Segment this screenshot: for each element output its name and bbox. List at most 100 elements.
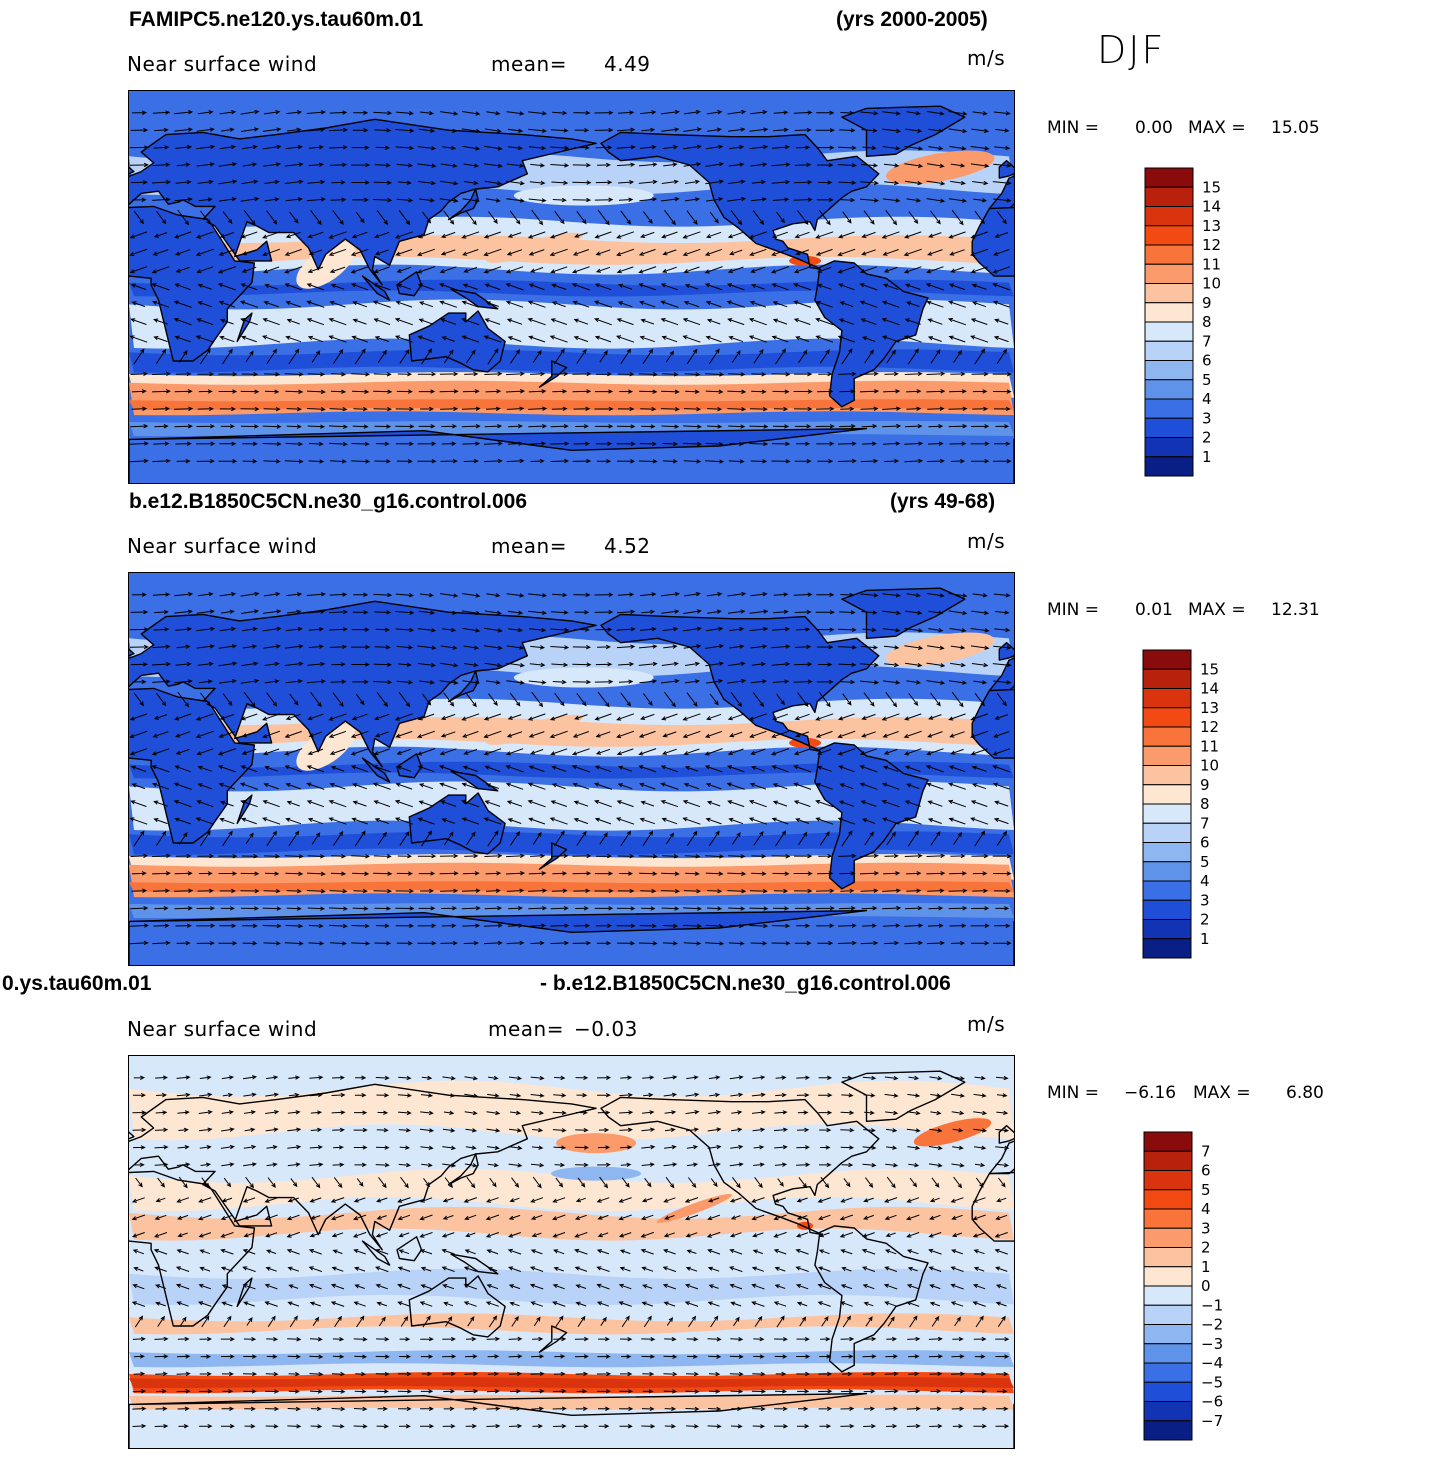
panel-2-colorbar-box [1142, 803, 1192, 824]
panel-1-wind-arrow [261, 231, 281, 239]
panel-1-wind-arrow [462, 198, 480, 203]
panel-2-wind-arrow [176, 644, 191, 649]
panel-1-wind-arrow [177, 209, 190, 226]
panel-3-wind-arrow [688, 1177, 697, 1189]
panel-3-wind-arrow [486, 1249, 499, 1255]
panel-2-wind-arrow [439, 680, 459, 685]
panel-3-wind-arrow [532, 1423, 543, 1429]
panel-2-wind-arrow [953, 831, 963, 845]
panel-3-wind-arrow [884, 1197, 898, 1203]
panel-3-wind-arrow [288, 1284, 299, 1289]
panel-2-wind-arrow [749, 626, 769, 632]
panel-3-wind-arrow [861, 1266, 876, 1272]
panel-3-wind-arrow [664, 1127, 676, 1133]
panel-3-wind-arrow [509, 1110, 522, 1115]
panel-2-colorbar-label: 5 [1200, 853, 1210, 871]
panel-2-wind-arrow [972, 871, 988, 876]
panel-1-wind-arrow [462, 441, 481, 446]
panel-2-wind-arrow [704, 730, 723, 738]
panel-1-wind-arrow [882, 249, 899, 256]
panel-2-wind-arrow [771, 817, 789, 825]
panel-3-wind-arrow [509, 1197, 520, 1203]
panel-1-wind-arrow [245, 350, 254, 363]
panel-1-wind-arrow [839, 389, 856, 394]
panel-2-wind-arrow [308, 941, 325, 946]
panel-1-wind-arrow [771, 162, 791, 167]
panel-2-wind-arrow [285, 817, 302, 825]
panel-3-wind-arrow [375, 1266, 389, 1273]
panel-3-wind-arrow [730, 1337, 744, 1342]
panel-1-max-value: 15.05 [1271, 118, 1320, 138]
panel-1-wind-arrow [262, 335, 281, 343]
panel-3-wind-arrow [751, 1197, 765, 1203]
panel-3-wind-arrow [331, 1389, 346, 1394]
panel-1-wind-arrow [311, 350, 321, 363]
panel-3-wind-arrow [198, 1127, 213, 1132]
panel-2-wind-arrow [487, 830, 499, 847]
panel-1-wind-arrow [550, 458, 570, 464]
panel-2-wind-arrow [616, 923, 636, 929]
panel-1-wind-arrow [441, 336, 455, 342]
panel-2-wind-arrow [507, 610, 524, 615]
panel-2-wind-arrow [266, 830, 277, 847]
panel-1-wind-arrow [860, 198, 880, 203]
panel-2-wind-arrow [417, 748, 436, 756]
panel-3-wind-arrow [751, 1406, 766, 1412]
panel-2-wind-arrow [329, 644, 348, 650]
panel-2-wind-arrow [530, 853, 546, 859]
panel-3-subtracted-case: - b.e12.B1850C5CN.ne30_g16.control.006 [540, 972, 951, 995]
panel-1-wind-arrow [595, 441, 613, 446]
panel-1-wind-arrow [749, 144, 769, 150]
panel-1-wind-arrow [262, 127, 282, 132]
panel-1-wind-arrow [727, 407, 747, 412]
panel-1-wind-arrow [440, 231, 456, 238]
panel-3-wind-arrow [973, 1145, 987, 1150]
panel-2-wind-arrow [972, 783, 987, 790]
panel-1-wind-arrow [531, 209, 544, 226]
panel-3-wind-arrow [994, 1232, 1008, 1238]
panel-1-wind-arrow [551, 406, 568, 412]
panel-1-australia-outline [408, 310, 506, 373]
panel-2-wind-arrow [440, 888, 459, 894]
panel-1-wind-arrow [593, 300, 613, 308]
panel-1-wind-arrow [131, 389, 147, 394]
panel-1-wind-arrow [196, 441, 216, 446]
panel-2-case-name: b.e12.B1850C5CN.ne30_g16.control.006 [129, 490, 528, 513]
panel-3-wind-arrow [377, 1110, 389, 1115]
panel-3-wind-arrow [620, 1145, 633, 1150]
panel-1-wind-arrow [441, 441, 457, 446]
panel-3-wind-arrow [465, 1232, 476, 1238]
panel-3-wind-arrow [818, 1406, 833, 1411]
panel-3-wind-arrow [330, 1197, 345, 1203]
panel-1-wind-arrow [903, 335, 922, 343]
panel-3-wind-arrow [332, 1354, 345, 1359]
panel-2-colorbar-box [1142, 784, 1192, 805]
panel-2-wind-arrow [728, 854, 746, 859]
panel-1-wind-arrow [395, 441, 415, 447]
panel-1-wind-arrow [174, 231, 192, 239]
panel-1-namerica-outline [600, 131, 880, 271]
panel-3-wind-arrow [221, 1371, 234, 1377]
panel-1-wind-arrow [552, 197, 567, 203]
panel-2-wind-arrow [462, 731, 479, 738]
panel-2-wind-arrow [950, 748, 964, 755]
panel-2-wind-arrow [728, 941, 745, 946]
panel-3-wind-arrow [220, 1214, 234, 1221]
panel-3-wind-arrow [464, 1406, 478, 1411]
panel-3-colorbar: 7 6 5 4 3 2 1 0 −1 −2 −3 −4 −5 −6 −7 [1143, 1131, 1253, 1441]
panel-2-colorbar-label: 2 [1200, 911, 1210, 929]
panel-3-wind-arrow [707, 1301, 720, 1307]
panel-2-wind-arrow [151, 765, 170, 773]
panel-3-wind-arrow [906, 1406, 921, 1411]
panel-2-wind-arrow [705, 871, 724, 876]
panel-1-wind-arrow [859, 266, 878, 274]
panel-3-colorbar-box [1143, 1285, 1193, 1306]
panel-3-wind-arrow [864, 1177, 874, 1189]
panel-2-wind-arrow [130, 940, 149, 946]
panel-2-wind-arrow [947, 782, 966, 790]
panel-1-wind-arrow [175, 266, 190, 273]
panel-2-wind-arrow [572, 871, 592, 876]
panel-2-wind-arrow [464, 853, 479, 859]
panel-3-wind-arrow [287, 1197, 299, 1203]
panel-3-band-sh-subtropics [129, 1313, 1014, 1335]
